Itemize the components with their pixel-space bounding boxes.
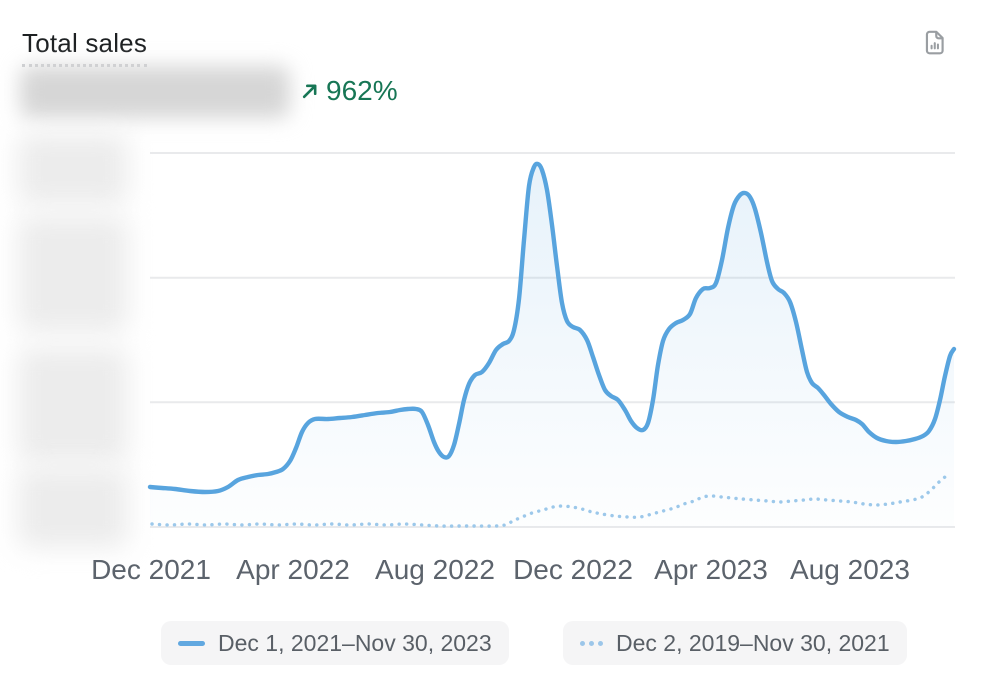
x-tick-label: Aug 2022 <box>375 554 495 585</box>
file-bar-chart-icon <box>925 30 944 54</box>
metric-title[interactable]: Total sales <box>22 28 148 67</box>
change-value: 962% <box>326 75 398 106</box>
y-tick-label-redacted <box>18 134 128 204</box>
y-tick-label-redacted <box>18 468 128 548</box>
y-tick-label-redacted <box>18 348 128 462</box>
change-badge: 962% <box>301 74 398 108</box>
legend-current-period: Dec 1, 2021–Nov 30, 2023 <box>161 621 509 665</box>
x-tick-label: Dec 2021 <box>91 554 211 585</box>
legend-comparison-label: Dec 2, 2019–Nov 30, 2021 <box>616 629 890 656</box>
x-axis-labels: Dec 2021 Apr 2022 Aug 2022 Dec 2022 Apr 2023… <box>0 554 986 586</box>
solid-line-swatch <box>178 640 205 646</box>
y-tick-label-redacted <box>18 216 128 332</box>
x-tick-label: Aug 2023 <box>790 554 910 585</box>
legend-current-label: Dec 1, 2021–Nov 30, 2023 <box>218 629 492 656</box>
metric-value-redacted <box>20 66 290 118</box>
view-report-button[interactable] <box>914 22 954 62</box>
metric-title-text: Total sales <box>22 28 148 67</box>
x-tick-label: Apr 2022 <box>236 554 350 585</box>
legend-comparison-period: Dec 2, 2019–Nov 30, 2021 <box>563 621 907 665</box>
dotted-line-swatch <box>580 640 603 646</box>
x-tick-label: Dec 2022 <box>513 554 633 585</box>
trend-up-arrow-icon <box>302 84 317 99</box>
x-tick-label: Apr 2023 <box>654 554 768 585</box>
